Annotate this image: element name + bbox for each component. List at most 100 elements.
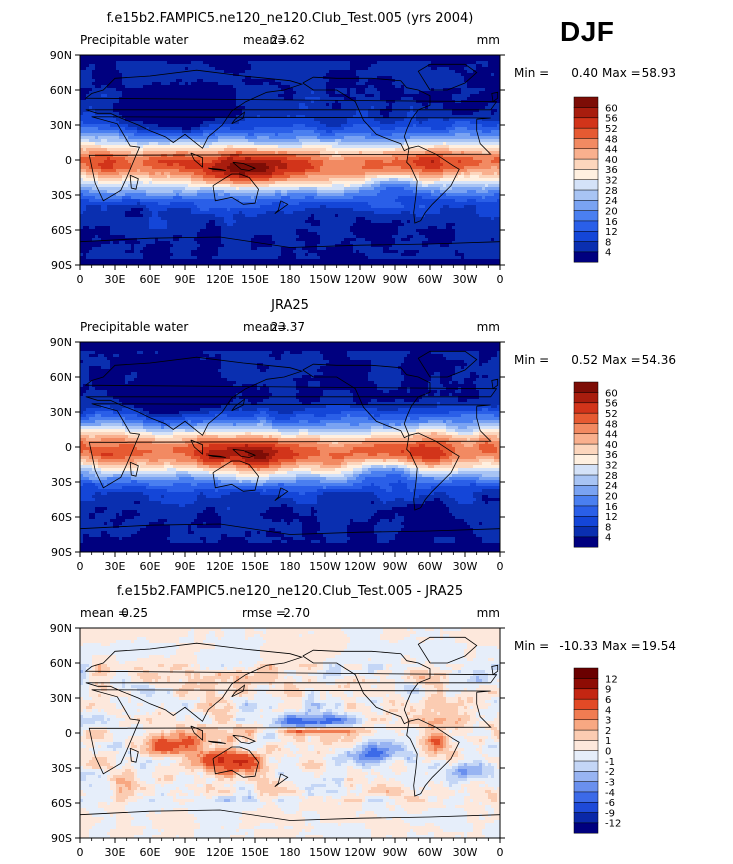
heatmap-cell [464,64,468,68]
heatmap-cell [137,124,141,128]
heatmap-cell [197,73,201,77]
heatmap-cell [170,130,174,134]
heatmap-cell [452,109,456,113]
heatmap-cell [485,58,489,62]
heatmap-cell [266,121,270,125]
heatmap-cell [497,112,500,116]
heatmap-cell [404,127,408,131]
heatmap-cell [191,133,195,137]
heatmap-cell [137,91,141,95]
heatmap-cell [356,142,360,146]
heatmap-cell [248,79,252,83]
heatmap-cell [497,61,500,65]
heatmap-cell [101,94,105,98]
heatmap-cell [260,94,264,98]
heatmap-cell [326,115,330,119]
heatmap-cell [152,112,156,116]
heatmap-cell [218,112,222,116]
heatmap-cell [89,82,93,86]
heatmap-cell [92,112,96,116]
heatmap-cell [383,115,387,119]
heatmap-cell [266,94,270,98]
heatmap-cell [287,151,291,155]
heatmap-cell [254,136,258,140]
heatmap-cell [347,118,351,122]
heatmap-cell [371,112,375,116]
heatmap-cell [371,85,375,89]
heatmap-cell [122,79,126,83]
heatmap-cell [86,91,90,95]
heatmap-cell [92,94,96,98]
heatmap-cell [200,79,204,83]
heatmap-cell [158,70,162,74]
heatmap-cell [92,73,96,77]
heatmap-cell [110,124,114,128]
heatmap-cell [491,154,495,158]
heatmap-cell [179,55,183,59]
heatmap-cell [401,133,405,137]
heatmap-cell [296,121,300,125]
heatmap-cell [284,97,288,101]
heatmap-cell [143,85,147,89]
heatmap-cell [263,109,267,113]
heatmap-cell [176,76,180,80]
heatmap-cell [383,103,387,107]
heatmap-cell [230,106,234,110]
heatmap-cell [320,160,324,164]
heatmap-cell [128,55,132,59]
heatmap-cell [479,70,483,74]
heatmap-cell [416,94,420,98]
heatmap-cell [83,145,87,149]
heatmap-cell [131,58,135,62]
heatmap-cell [260,121,264,125]
heatmap-cell [140,94,144,98]
heatmap-cell [314,124,318,128]
heatmap-cell [443,103,447,107]
heatmap-cell [266,112,270,116]
heatmap-cell [440,94,444,98]
heatmap-cell [443,142,447,146]
heatmap-cell [182,79,186,83]
heatmap-cell [86,55,90,59]
heatmap-cell [410,151,414,155]
heatmap-cell [419,130,423,134]
heatmap-cell [305,154,309,158]
heatmap-cell [476,85,480,89]
heatmap-cell [338,85,342,89]
heatmap-cell [173,73,177,77]
heatmap-cell [374,133,378,137]
heatmap-cell [272,82,276,86]
heatmap-cell [392,76,396,80]
heatmap-cell [470,130,474,134]
heatmap-cell [227,73,231,77]
heatmap-cell [158,118,162,122]
heatmap-cell [125,103,129,107]
heatmap-cell [401,130,405,134]
heatmap-cell [401,94,405,98]
heatmap-cell [110,91,114,95]
heatmap-cell [143,148,147,152]
heatmap-cell [395,88,399,92]
heatmap-cell [272,124,276,128]
heatmap-cell [95,79,99,83]
heatmap-cell [455,88,459,92]
heatmap-cell [296,88,300,92]
heatmap-cell [266,55,270,59]
heatmap-cell [224,82,228,86]
heatmap-cell [449,151,453,155]
heatmap-cell [485,109,489,113]
heatmap-cell [425,151,429,155]
heatmap-cell [170,127,174,131]
heatmap-cell [236,109,240,113]
heatmap-cell [101,106,105,110]
heatmap-cell [221,70,225,74]
heatmap-cell [251,106,255,110]
heatmap-cell [140,73,144,77]
heatmap-cell [107,106,111,110]
heatmap-cell [344,133,348,137]
heatmap-cell [281,73,285,77]
heatmap-cell [146,124,150,128]
heatmap-cell [395,91,399,95]
heatmap-cell [320,124,324,128]
heatmap-cell [461,118,465,122]
